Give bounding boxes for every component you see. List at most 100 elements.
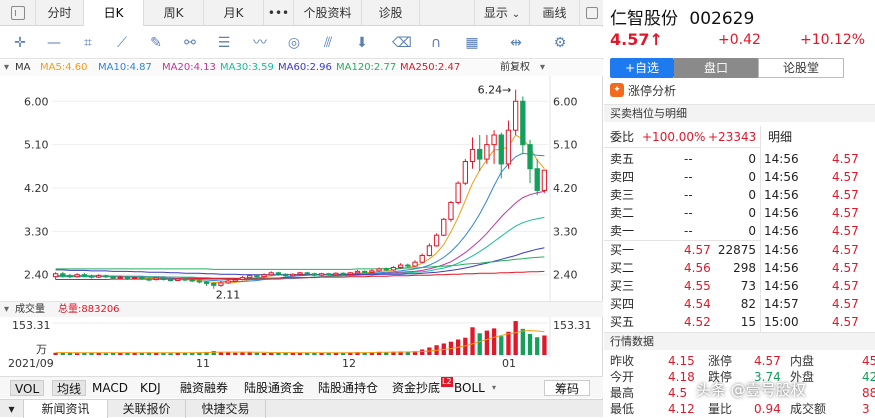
tab-intraday[interactable]: 分时 — [36, 0, 84, 26]
volume-bar — [276, 352, 281, 355]
stock-header: 仁智股份 002629 — [610, 4, 754, 29]
fib-icon[interactable]: ⫻ — [323, 35, 333, 51]
ask-row: 卖三 -- 0 — [604, 186, 875, 204]
crop-icon[interactable]: ⌗ — [84, 35, 92, 51]
volume-bar — [326, 352, 331, 355]
level-volume: 15 — [740, 315, 756, 329]
volume-bar — [182, 352, 188, 355]
price-value: 4.57 — [610, 30, 650, 49]
volume-bar — [484, 330, 490, 355]
tab-orderbook[interactable]: 盘口 — [674, 58, 758, 78]
grid-icon[interactable]: ▦ — [465, 35, 479, 51]
tick-row: 14:57 4.57 — [604, 295, 875, 313]
level-volume: 22875 — [717, 243, 756, 257]
magnet-icon[interactable]: ∩ — [430, 35, 442, 51]
volume-top-label-right: 153.31 — [553, 319, 592, 332]
quote-row: 今开 4.18 跌停 3.74 外盘 42 — [604, 369, 875, 385]
tab-daily-k[interactable]: 日K — [84, 0, 144, 26]
tab-collapse[interactable] — [0, 0, 36, 26]
tab-profile[interactable]: 个股资料 — [294, 0, 362, 26]
pen-icon[interactable]: ✎ — [150, 35, 162, 51]
indicator-kdj[interactable]: KDJ — [140, 381, 161, 395]
candle-body — [268, 272, 274, 276]
volume-bar — [67, 353, 73, 355]
bid-row: 买三 4.55 73 — [604, 277, 875, 295]
level-price: -- — [684, 188, 693, 202]
volume-bar — [355, 352, 360, 355]
indicator-dropdown-icon[interactable]: ▾ — [492, 383, 497, 392]
arrow-down-icon[interactable]: ⬇ — [356, 35, 368, 51]
chip-button[interactable]: 筹码 — [544, 380, 591, 396]
layout-toggle[interactable] — [580, 0, 603, 26]
chevron-down-icon: ⌄ — [511, 9, 521, 20]
collapse-icon[interactable] — [10, 6, 25, 20]
line-icon[interactable]: — — [47, 35, 61, 51]
legend-collapse-icon[interactable]: ▾ — [4, 62, 10, 73]
fan-icon[interactable]: ⟋ — [117, 35, 127, 51]
wave-icon[interactable]: 〰 — [253, 35, 267, 51]
tick-time: 14:56 — [764, 188, 799, 202]
ratio-diff: +23343 — [708, 130, 757, 144]
indicator-boll[interactable]: BOLL — [454, 381, 485, 395]
indicator-hk-flow[interactable]: 陆股通资金 — [244, 381, 305, 395]
tick-row: 14:56 4.57 — [604, 204, 875, 222]
indicator-margin[interactable]: 融资融券 — [180, 381, 229, 395]
tick-row: 14:56 4.57 — [604, 186, 875, 204]
level-price: 4.55 — [684, 279, 711, 293]
tick-time: 15:00 — [764, 315, 799, 329]
indicator-hk-holding[interactable]: 陆股通持仓 — [318, 381, 379, 395]
ma-line-ma60 — [55, 247, 545, 276]
quote-cell: 4.15 — [668, 354, 695, 368]
indicator-macd[interactable]: MACD — [92, 381, 128, 395]
draw-line-button[interactable]: 画线 — [530, 0, 580, 26]
tick-time: 14:56 — [764, 279, 799, 293]
candle-body — [412, 261, 418, 267]
candle-body — [448, 201, 454, 220]
tab-diagnosis[interactable]: 诊股 — [362, 0, 420, 26]
tab-quick-trade[interactable]: 快捷交易 — [186, 400, 266, 418]
quote-cell: 涨停 — [708, 354, 733, 368]
tick-price: 4.57 — [832, 243, 859, 257]
volume-bar — [369, 352, 375, 355]
level-label: 卖四 — [610, 170, 635, 184]
indicator-ma[interactable]: 均线 — [52, 380, 87, 396]
quote-row: 昨收 4.15 涨停 4.57 内盘 45 — [604, 353, 875, 369]
link-icon[interactable]: ⚯ — [184, 35, 196, 51]
volume-bar — [53, 352, 58, 355]
quote-cell: 88 — [862, 386, 875, 400]
level-volume: 0 — [748, 152, 756, 166]
eraser-icon[interactable]: ⌫ — [392, 35, 412, 51]
settings-icon[interactable]: ⚙ — [553, 35, 567, 51]
tab-related-quotes[interactable]: 关联报价 — [108, 400, 186, 418]
sidebar-icon[interactable] — [585, 7, 598, 19]
tab-news[interactable]: 新闻资讯 — [24, 400, 108, 418]
indicator-vol[interactable]: VOL — [10, 380, 45, 396]
text-icon[interactable]: ☰ — [217, 35, 231, 51]
quote-cell: 内盘 — [790, 354, 815, 368]
adjust-dropdown[interactable]: 前复权 — [500, 62, 530, 73]
volume-collapse-icon[interactable]: ▾ — [4, 304, 10, 315]
tab-weekly-k[interactable]: 周K — [144, 0, 204, 26]
crosshair-icon[interactable]: ✛ — [14, 35, 26, 51]
add-watchlist-button[interactable]: +自选 — [610, 58, 674, 78]
candle-body — [333, 272, 339, 276]
volume-bar — [398, 351, 403, 355]
indicator-bottom[interactable]: 资金抄底 — [392, 381, 441, 395]
volume-bar — [513, 321, 518, 355]
adjust-chevron-icon[interactable]: ▾ — [540, 62, 546, 73]
candle-body — [124, 276, 131, 280]
bottom-expand-icon[interactable]: ▾ — [0, 400, 24, 418]
tab-forum[interactable]: 论股堂 — [758, 58, 844, 78]
display-dropdown[interactable]: 显示 ⌄ — [474, 0, 530, 26]
candle-body — [527, 144, 533, 170]
tab-more[interactable]: ••• — [264, 0, 294, 26]
candle-body — [426, 245, 433, 256]
limit-up-analysis[interactable]: 涨停分析 — [628, 84, 677, 98]
resize-icon[interactable]: ⇹ — [510, 35, 522, 51]
volume-bar — [333, 352, 339, 355]
tab-monthly-k[interactable]: 月K — [204, 0, 264, 26]
drawing-toolbar: ✛ — ⌗ ⟋ ✎ ⚯ ☰ 〰 ◎ ⫻ ⬇ ⌫ ∩ ▦ ⇹ ⚙ — [0, 27, 603, 59]
level-volume: 0 — [748, 170, 756, 184]
cycle-icon[interactable]: ◎ — [287, 35, 301, 51]
tick-price: 4.57 — [832, 170, 859, 184]
